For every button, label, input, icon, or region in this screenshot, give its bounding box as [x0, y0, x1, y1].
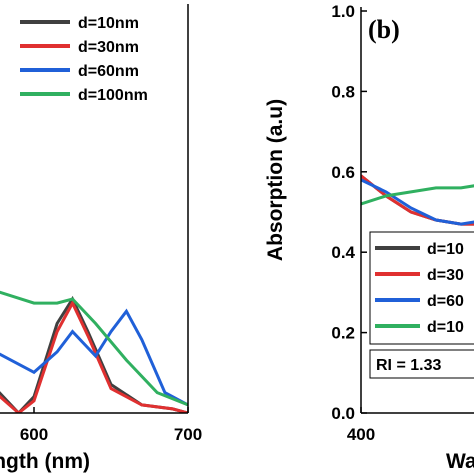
- panel-tag-b: (b): [368, 15, 400, 44]
- legend-label-b-0: d=10: [427, 241, 464, 258]
- legend-label-a-2: d=60nm: [78, 63, 139, 80]
- y-tick-label-b-2: 0.4: [331, 243, 355, 262]
- series-line-a-3: [0, 290, 188, 407]
- x-tick-label-b-0: 400: [347, 425, 375, 444]
- panel-a: 600 700 ngth (nm) d=10nm d=30nm d=60nm d=100nm: [0, 4, 202, 473]
- series-line-a-1: [0, 299, 188, 413]
- y-tick-label-b-3: 0.6: [331, 163, 355, 182]
- legend-label-a-3: d=100nm: [78, 87, 148, 104]
- y-tick-label-b-5: 1.0: [331, 2, 355, 21]
- y-tick-label-b-4: 0.8: [331, 82, 355, 101]
- series-line-b-3: [361, 184, 474, 206]
- x-tick-label-a-1: 700: [174, 425, 202, 444]
- y-tick-label-b-1: 0.2: [331, 324, 355, 343]
- x-axis-title-a: ngth (nm): [0, 450, 90, 473]
- legend-label-b-3: d=10: [427, 319, 464, 336]
- y-axis-title-b: Absorption (a.u): [264, 99, 287, 261]
- series-line-a-2: [0, 308, 188, 407]
- legend-label-a-1: d=30nm: [78, 39, 139, 56]
- legend-label-b-1: d=30: [427, 267, 464, 284]
- panel-b: 0.00.20.40.60.81.04005WaAbsorption (a.u)…: [264, 2, 474, 473]
- legend-label-a-0: d=10nm: [78, 15, 139, 32]
- annotation-box-b: [369, 349, 474, 379]
- x-axis-title-b: Wa: [446, 450, 474, 473]
- x-tick-label-a-0: 600: [20, 425, 48, 444]
- legend-label-b-2: d=60: [427, 293, 464, 310]
- y-tick-label-b-0: 0.0: [331, 404, 355, 423]
- annotation-b: RI = 1.33: [376, 357, 441, 374]
